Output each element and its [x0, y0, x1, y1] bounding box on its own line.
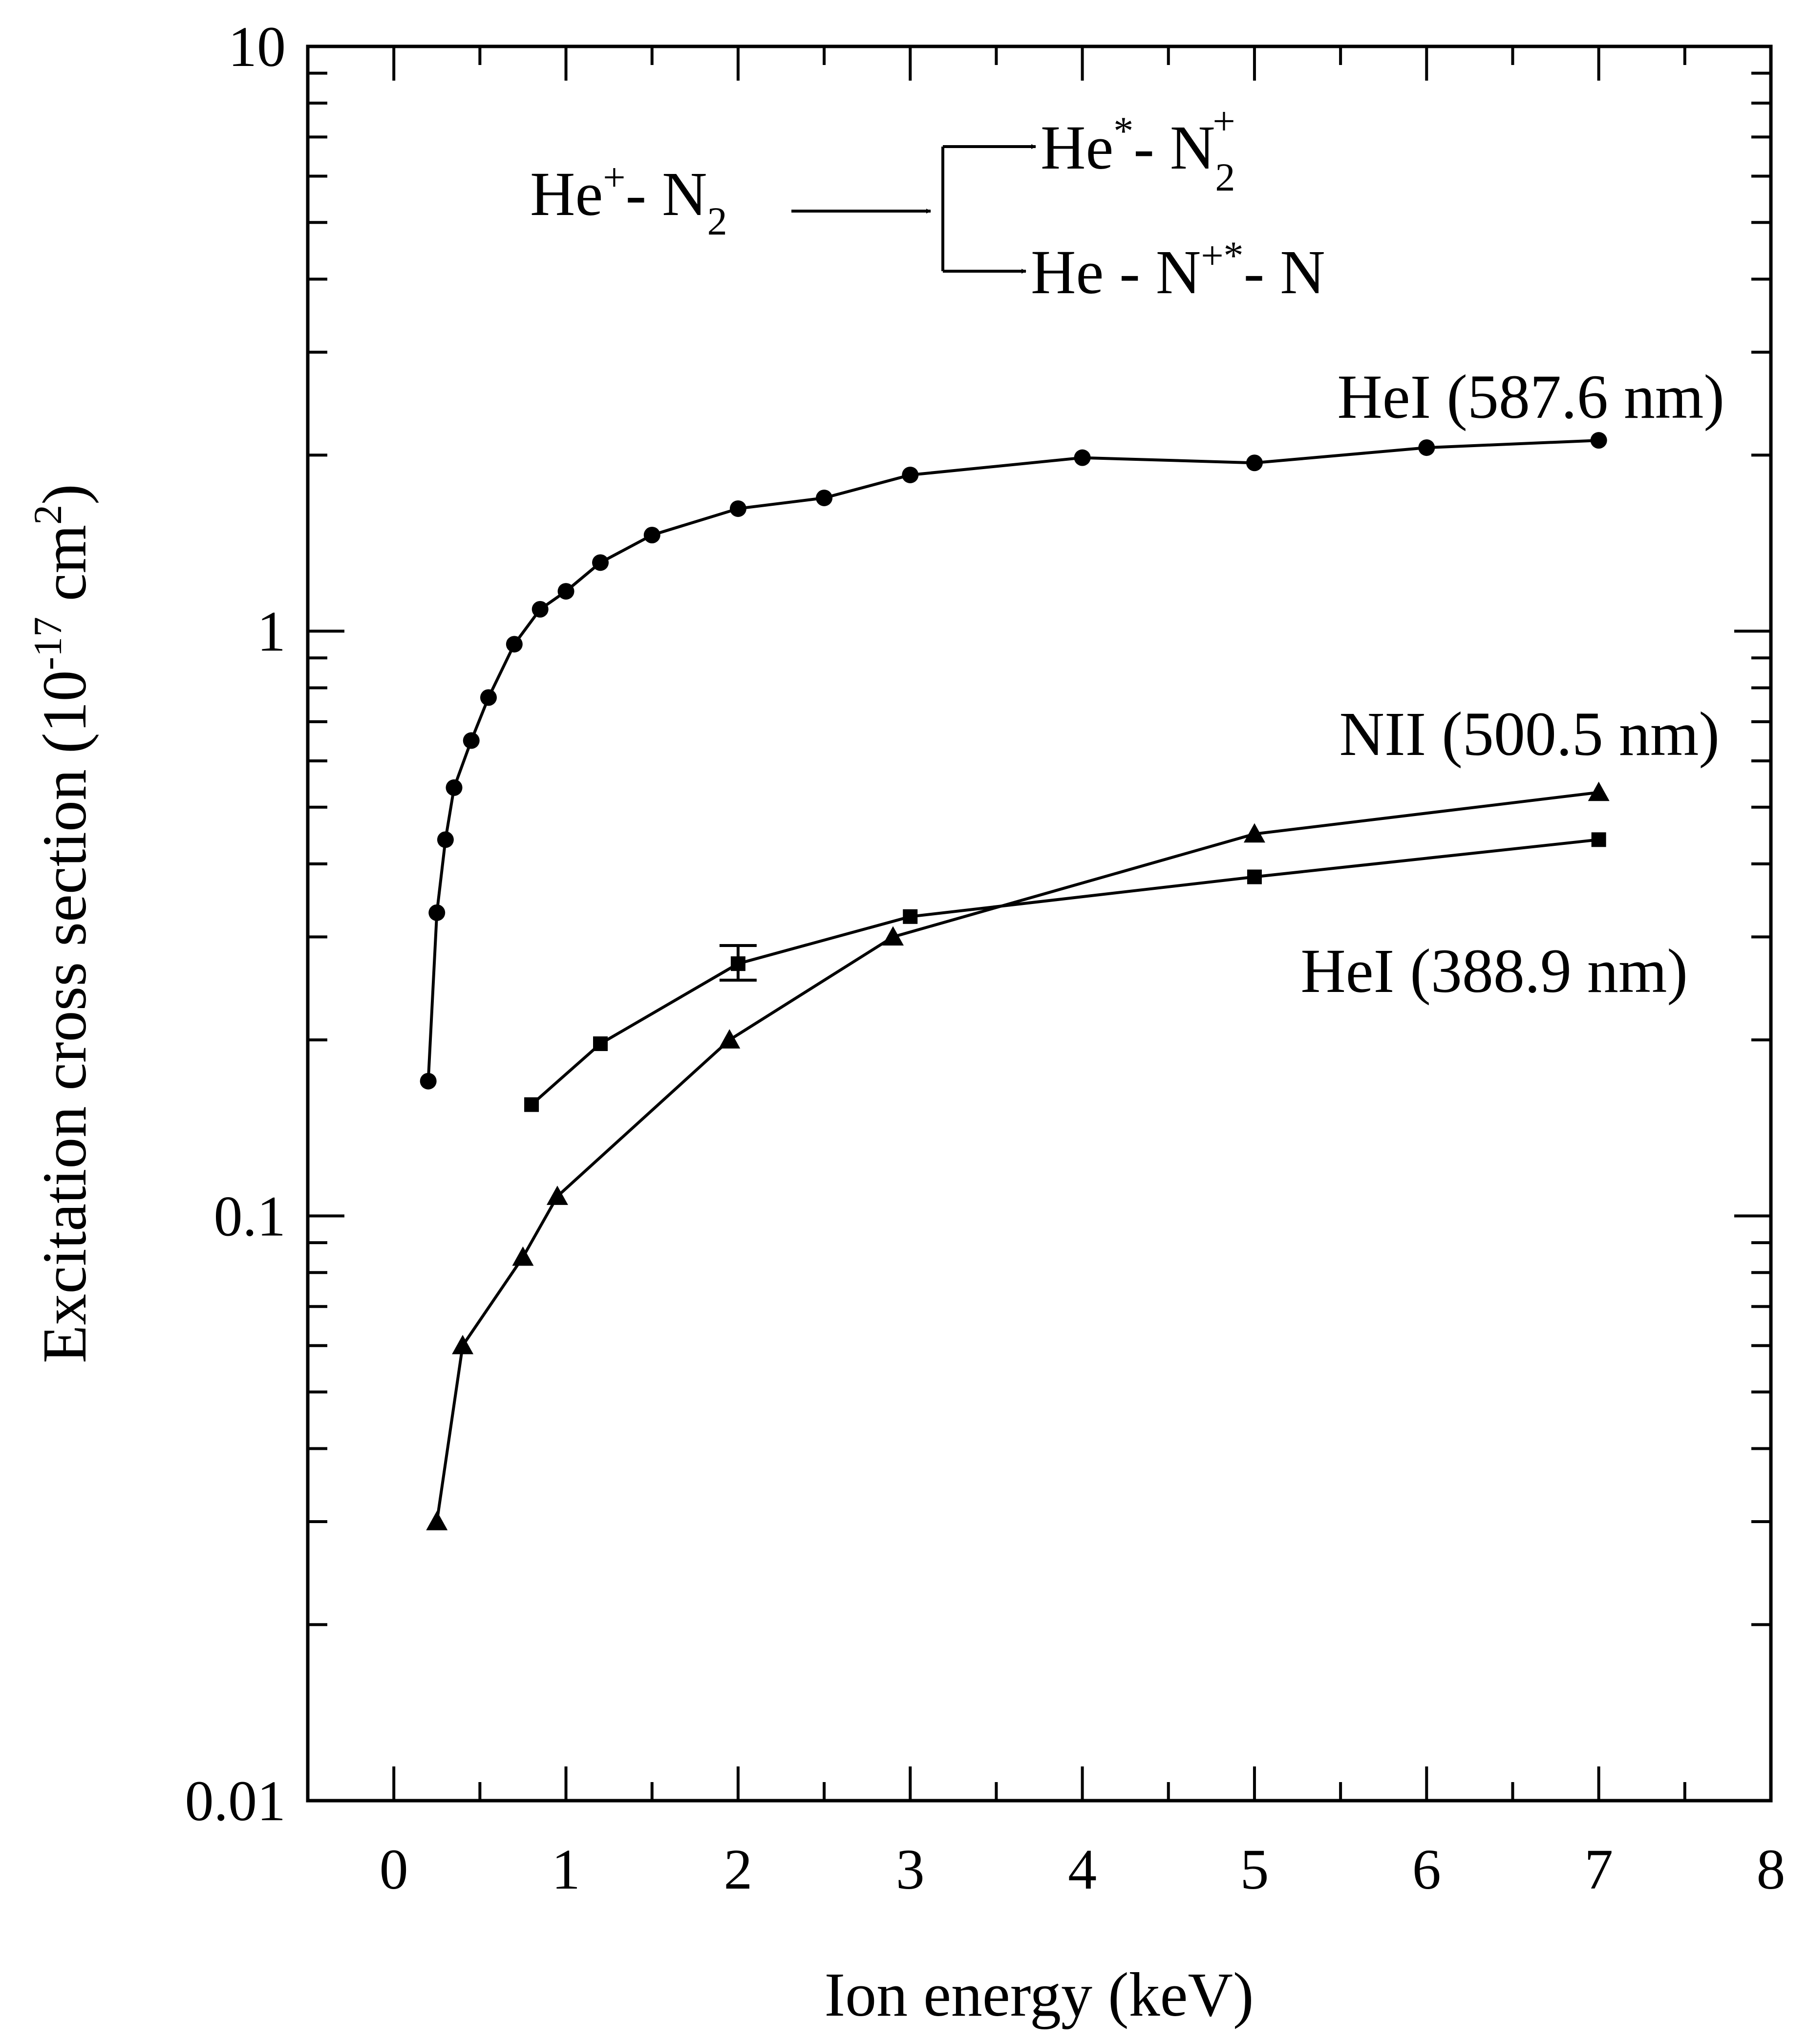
- x-tick-label: 6: [1412, 1837, 1441, 1901]
- product2-he-n: He - N: [1031, 237, 1201, 307]
- reactant-he: He: [530, 159, 603, 229]
- reaction-annotation: He+- N2 He*- N2+ He - N+*- N: [530, 99, 1325, 307]
- series-line-2: [435, 791, 1599, 1522]
- x-axis-label: Ion energy (keV): [824, 1960, 1254, 2029]
- y-tick-label: 10: [228, 15, 286, 79]
- product2-n: - N: [1244, 237, 1325, 307]
- reactant-he-charge: +: [603, 155, 625, 199]
- data-point-circle: [480, 689, 497, 706]
- x-tick-label: 4: [1068, 1837, 1097, 1901]
- data-point-circle: [902, 466, 919, 483]
- data-point-circle: [1074, 449, 1091, 466]
- axis-tick-labels: 0 1 2 3 4 5 6 7 8 0.01 0.1 1 10: [185, 15, 1786, 1901]
- data-point-circle: [1590, 432, 1607, 449]
- y-axis-label: Excitation cross section (10-17 cm2): [25, 484, 99, 1363]
- series-line-3: [531, 838, 1599, 1106]
- y-axis-label-base: Excitation cross section (10: [30, 670, 99, 1363]
- series-label-hei-388: HeI (388.9 nm): [1300, 936, 1688, 1006]
- data-point-circle: [428, 904, 446, 921]
- y-axis-label-unit: cm: [30, 525, 99, 617]
- x-tick-label: 7: [1584, 1837, 1613, 1901]
- product2-n-charge: +*: [1201, 233, 1243, 278]
- x-tick-label: 3: [896, 1837, 925, 1901]
- product2-label: He - N+*- N: [1031, 233, 1325, 307]
- data-point-triangle: [882, 926, 904, 946]
- reactant-n: - N: [626, 159, 707, 229]
- data-point-square: [730, 956, 745, 971]
- data-point-square: [1247, 869, 1262, 884]
- x-tick-label: 0: [380, 1837, 408, 1901]
- data-point-triangle: [452, 1334, 474, 1355]
- plot-frame: [306, 44, 1773, 1803]
- data-point-circle: [816, 489, 833, 506]
- x-tick-label: 5: [1240, 1837, 1269, 1901]
- data-point-triangle: [1243, 823, 1265, 843]
- data-point-square: [1591, 832, 1606, 847]
- reactant-label: He+- N2: [530, 155, 727, 243]
- y-tick-label: 0.01: [185, 1769, 286, 1833]
- data-point-circle: [643, 526, 660, 543]
- data-point-circle: [420, 1073, 437, 1090]
- data-point-circle: [463, 732, 480, 749]
- data-point-circle: [557, 583, 574, 600]
- reactant-n-subscript: 2: [707, 199, 727, 243]
- x-tick-label: 2: [723, 1837, 752, 1901]
- data-point-circle: [1246, 454, 1263, 472]
- data-point-circle: [532, 601, 549, 618]
- series-label-hei-587: HeI (587.6 nm): [1337, 362, 1724, 431]
- series-layer: [420, 432, 1610, 1530]
- data-point-triangle: [546, 1185, 568, 1205]
- series-line-1: [426, 439, 1599, 1081]
- data-point-triangle: [1588, 781, 1610, 801]
- y-axis-label-exponent: -17: [25, 617, 70, 670]
- product1-he: He: [1041, 113, 1113, 182]
- product1-he-star: *: [1113, 108, 1133, 153]
- series-label-nii-500: NII (500.5 nm): [1340, 699, 1720, 769]
- y-axis-label-unit-exponent: 2: [25, 505, 70, 525]
- data-point-circle: [1418, 439, 1435, 456]
- data-point-square: [593, 1036, 608, 1051]
- axis-ticks: [306, 45, 1772, 1802]
- data-point-circle: [437, 831, 454, 848]
- data-point-circle: [446, 779, 463, 796]
- data-point-square: [524, 1097, 539, 1112]
- x-tick-label: 8: [1757, 1837, 1786, 1901]
- y-tick-label: 0.1: [214, 1184, 286, 1248]
- data-point-circle: [506, 636, 523, 653]
- product1-n-subscript: 2: [1215, 155, 1235, 199]
- data-point-triangle: [719, 1029, 741, 1049]
- data-point-square: [903, 909, 918, 924]
- data-point-triangle: [426, 1511, 448, 1530]
- x-tick-label: 1: [552, 1837, 580, 1901]
- data-point-circle: [592, 554, 609, 571]
- data-point-circle: [729, 500, 746, 517]
- y-axis-label-end: ): [30, 484, 99, 505]
- product1-label: He*- N2 +: [1041, 99, 1235, 199]
- product1-n-charge: +: [1212, 99, 1235, 143]
- product1-n: - N: [1133, 113, 1215, 182]
- data-point-triangle: [512, 1246, 534, 1266]
- y-tick-label: 1: [257, 600, 286, 664]
